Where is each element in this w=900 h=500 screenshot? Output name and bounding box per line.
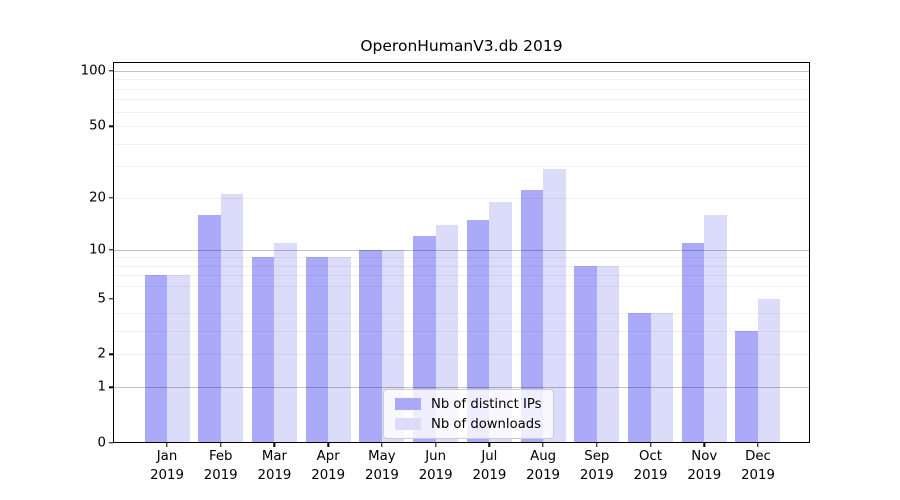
bar-ips-aug xyxy=(520,190,544,443)
chart-title: OperonHumanV3.db 2019 xyxy=(360,37,563,55)
x-tick-mark-jan xyxy=(166,443,168,447)
y-tick-label-100: 100 xyxy=(80,63,106,79)
bar-downloads-nov xyxy=(704,214,727,443)
bar-downloads-feb xyxy=(220,193,244,443)
x-tick-mark-oct xyxy=(649,443,652,447)
x-tick-mark-feb xyxy=(220,443,222,447)
x-tick-mark-mar xyxy=(273,443,276,447)
x-tick-mark-aug xyxy=(542,443,544,447)
legend-item-ips: Nb of distinct IPs xyxy=(395,396,542,412)
x-tick-label-jan: Jan 2019 xyxy=(150,449,184,483)
x-tick-label-sep: Sep 2019 xyxy=(579,449,614,483)
x-tick-label-oct: Oct 2019 xyxy=(633,449,668,483)
bar-ips-sep xyxy=(574,265,597,443)
bar-ips-apr xyxy=(305,257,329,443)
y-tick-mark-50 xyxy=(109,125,113,127)
y-tick-mark-20 xyxy=(109,196,113,199)
bar-downloads-jul xyxy=(489,201,512,443)
x-tick-mark-jul xyxy=(488,443,491,447)
bar-downloads-apr xyxy=(328,257,351,443)
bar-ips-oct xyxy=(628,313,651,443)
bars-layer xyxy=(113,62,810,443)
y-tick-label-2: 2 xyxy=(97,346,106,362)
plot-area: Nb of distinct IPs Nb of downloads xyxy=(113,62,810,443)
bar-ips-feb xyxy=(198,214,221,443)
x-tick-mark-may xyxy=(381,443,383,447)
x-tick-mark-nov xyxy=(703,443,705,447)
legend-item-downloads: Nb of downloads xyxy=(395,416,542,432)
y-tick-label-1: 1 xyxy=(97,379,106,395)
legend-swatch-ips xyxy=(395,398,421,410)
x-tick-mark-dec xyxy=(757,443,759,447)
bar-ips-jan xyxy=(144,275,167,443)
y-tick-label-5: 5 xyxy=(97,291,106,307)
x-tick-mark-apr xyxy=(327,443,329,447)
y-tick-label-50: 50 xyxy=(89,118,106,134)
y-tick-mark-0 xyxy=(109,442,113,444)
x-tick-mark-sep xyxy=(596,443,598,447)
x-tick-label-jul: Jul 2019 xyxy=(472,449,507,483)
bar-downloads-jun xyxy=(435,224,459,443)
legend-label-downloads: Nb of downloads xyxy=(431,416,541,432)
bar-ips-jul xyxy=(466,219,490,443)
y-tick-mark-2 xyxy=(109,353,113,356)
x-tick-label-aug: Aug 2019 xyxy=(526,449,560,483)
y-tick-label-20: 20 xyxy=(89,190,106,206)
y-tick-mark-1 xyxy=(109,386,113,388)
bar-ips-nov xyxy=(681,242,705,443)
legend-swatch-downloads xyxy=(395,418,421,430)
x-tick-label-apr: Apr 2019 xyxy=(311,449,346,483)
y-tick-mark-5 xyxy=(109,297,113,300)
y-tick-mark-100 xyxy=(109,70,113,72)
bar-downloads-jan xyxy=(167,275,190,443)
x-tick-label-mar: Mar 2019 xyxy=(257,449,292,483)
bar-downloads-dec xyxy=(757,298,781,443)
bar-downloads-sep xyxy=(596,265,620,443)
legend: Nb of distinct IPs Nb of downloads xyxy=(383,389,554,439)
x-tick-label-nov: Nov 2019 xyxy=(687,449,722,483)
x-tick-label-feb: Feb 2019 xyxy=(203,449,238,483)
x-tick-label-jun: Jun 2019 xyxy=(418,449,453,483)
bar-downloads-oct xyxy=(650,313,674,443)
x-tick-label-may: May 2019 xyxy=(364,449,399,483)
bar-ips-may xyxy=(359,249,382,443)
y-tick-mark-10 xyxy=(109,249,113,251)
bar-ips-mar xyxy=(251,257,275,443)
x-tick-mark-jun xyxy=(434,443,437,447)
bar-ips-dec xyxy=(735,331,758,443)
y-tick-label-10: 10 xyxy=(89,242,106,258)
bar-downloads-mar xyxy=(274,242,297,443)
bar-downloads-aug xyxy=(543,168,566,443)
x-tick-label-dec: Dec 2019 xyxy=(741,449,775,483)
legend-label-ips: Nb of distinct IPs xyxy=(431,396,542,412)
y-tick-label-0: 0 xyxy=(97,435,106,451)
